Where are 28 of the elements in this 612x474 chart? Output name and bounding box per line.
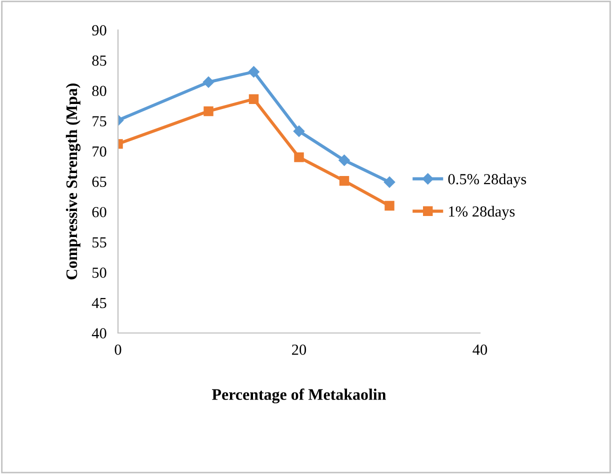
y-tick-label: 60 <box>92 206 106 218</box>
x-tick-label: 40 <box>472 344 488 355</box>
point <box>339 176 350 186</box>
y-tick-label: 50 <box>92 268 106 278</box>
legend-label: 0.5% 28days <box>448 174 526 188</box>
x-tick-label: 0 <box>114 344 122 355</box>
y-tick-label: 65 <box>92 176 106 187</box>
point <box>294 152 304 162</box>
point <box>248 94 259 104</box>
y-tick-label: 70 <box>92 146 106 157</box>
y-tick-label: 45 <box>92 298 106 308</box>
y-tick-label: 75 <box>92 116 106 126</box>
point <box>384 200 394 211</box>
legend-label: 1% 28days <box>449 206 515 220</box>
y-tick-label: 40 <box>92 328 106 338</box>
point <box>204 106 214 116</box>
point <box>338 154 350 166</box>
x-axis-title: Percentage of Metakaolin <box>212 388 386 404</box>
x-tick-label: 20 <box>292 344 306 355</box>
y-tick-label: 55 <box>92 237 106 248</box>
point <box>293 126 305 137</box>
point <box>384 176 396 188</box>
y-tick-label: 90 <box>92 25 106 36</box>
y-axis-title: Compressive Strength (Mpa) <box>66 84 80 280</box>
point <box>248 66 260 78</box>
y-tick-label: 85 <box>92 55 106 66</box>
y-tick-label: 80 <box>92 86 106 96</box>
point <box>202 76 214 88</box>
